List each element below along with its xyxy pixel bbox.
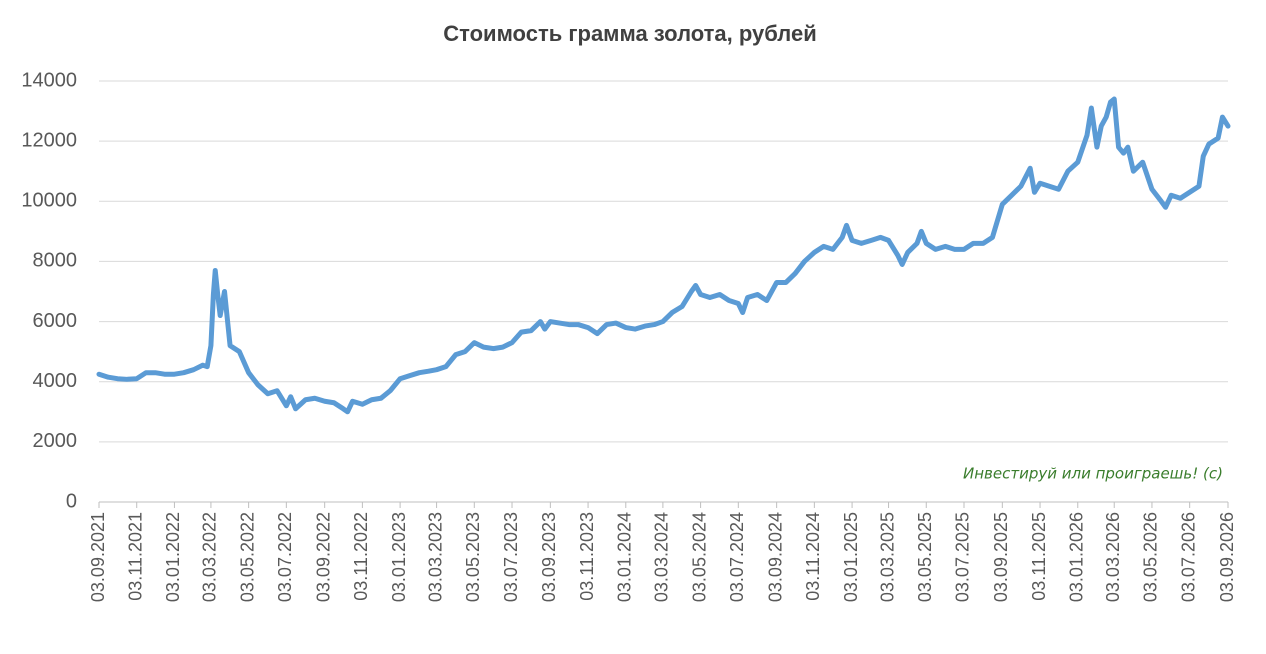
x-tick-label: 03.11.2023: [577, 512, 597, 601]
x-tick-label: 03.11.2021: [125, 512, 145, 601]
y-tick-label: 12000: [21, 129, 77, 151]
x-tick-label: 03.01.2022: [163, 512, 183, 602]
y-tick-label: 8000: [33, 250, 78, 272]
y-tick-label: 6000: [33, 310, 78, 332]
y-tick-label: 2000: [33, 430, 78, 452]
x-tick-label: 03.09.2022: [313, 512, 333, 602]
x-tick-label: 03.09.2021: [88, 512, 108, 602]
x-tick-label: 03.07.2023: [501, 512, 521, 602]
x-tick-label: 03.07.2025: [953, 512, 973, 602]
x-tick-label: 03.09.2024: [765, 512, 785, 602]
x-tick-label: 03.11.2024: [803, 512, 823, 601]
x-tick-label: 03.01.2024: [615, 512, 635, 602]
x-tick-label: 03.05.2022: [237, 512, 257, 602]
x-tick-label: 03.01.2025: [841, 512, 861, 602]
y-tick-label: 0: [66, 490, 77, 512]
x-tick-label: 03.03.2026: [1103, 512, 1123, 602]
x-tick-label: 03.09.2023: [539, 512, 559, 602]
x-tick-label: 03.09.2026: [1217, 512, 1237, 602]
watermark: Инвестируй или проиграешь! (с): [963, 465, 1223, 483]
x-tick-label: 03.05.2025: [915, 512, 935, 602]
x-tick-label: 03.01.2026: [1067, 512, 1087, 602]
x-tick-label: 03.09.2025: [991, 512, 1011, 602]
x-tick-label: 03.05.2023: [463, 512, 483, 602]
x-tick-label: 03.07.2024: [727, 512, 747, 602]
y-tick-label: 4000: [33, 370, 78, 392]
y-tick-label: 10000: [21, 190, 77, 212]
x-tick-label: 03.07.2026: [1178, 512, 1198, 602]
x-tick-label: 03.03.2024: [652, 512, 672, 602]
x-tick-label: 03.05.2024: [689, 512, 709, 602]
y-tick-label: 14000: [21, 69, 77, 91]
x-tick-label: 03.11.2025: [1029, 512, 1049, 601]
x-tick-label: 03.03.2025: [877, 512, 897, 602]
x-tick-label: 03.07.2022: [275, 512, 295, 602]
x-tick-label: 03.03.2023: [425, 512, 445, 602]
x-tick-label: 03.05.2026: [1141, 512, 1161, 602]
x-tick-label: 03.03.2022: [200, 512, 220, 602]
line-series: [96, 96, 1231, 415]
x-tick-label: 03.11.2022: [351, 512, 371, 601]
x-tick-label: 03.01.2023: [389, 512, 409, 602]
chart-title: Стоимость грамма золота, рублей: [443, 21, 817, 46]
